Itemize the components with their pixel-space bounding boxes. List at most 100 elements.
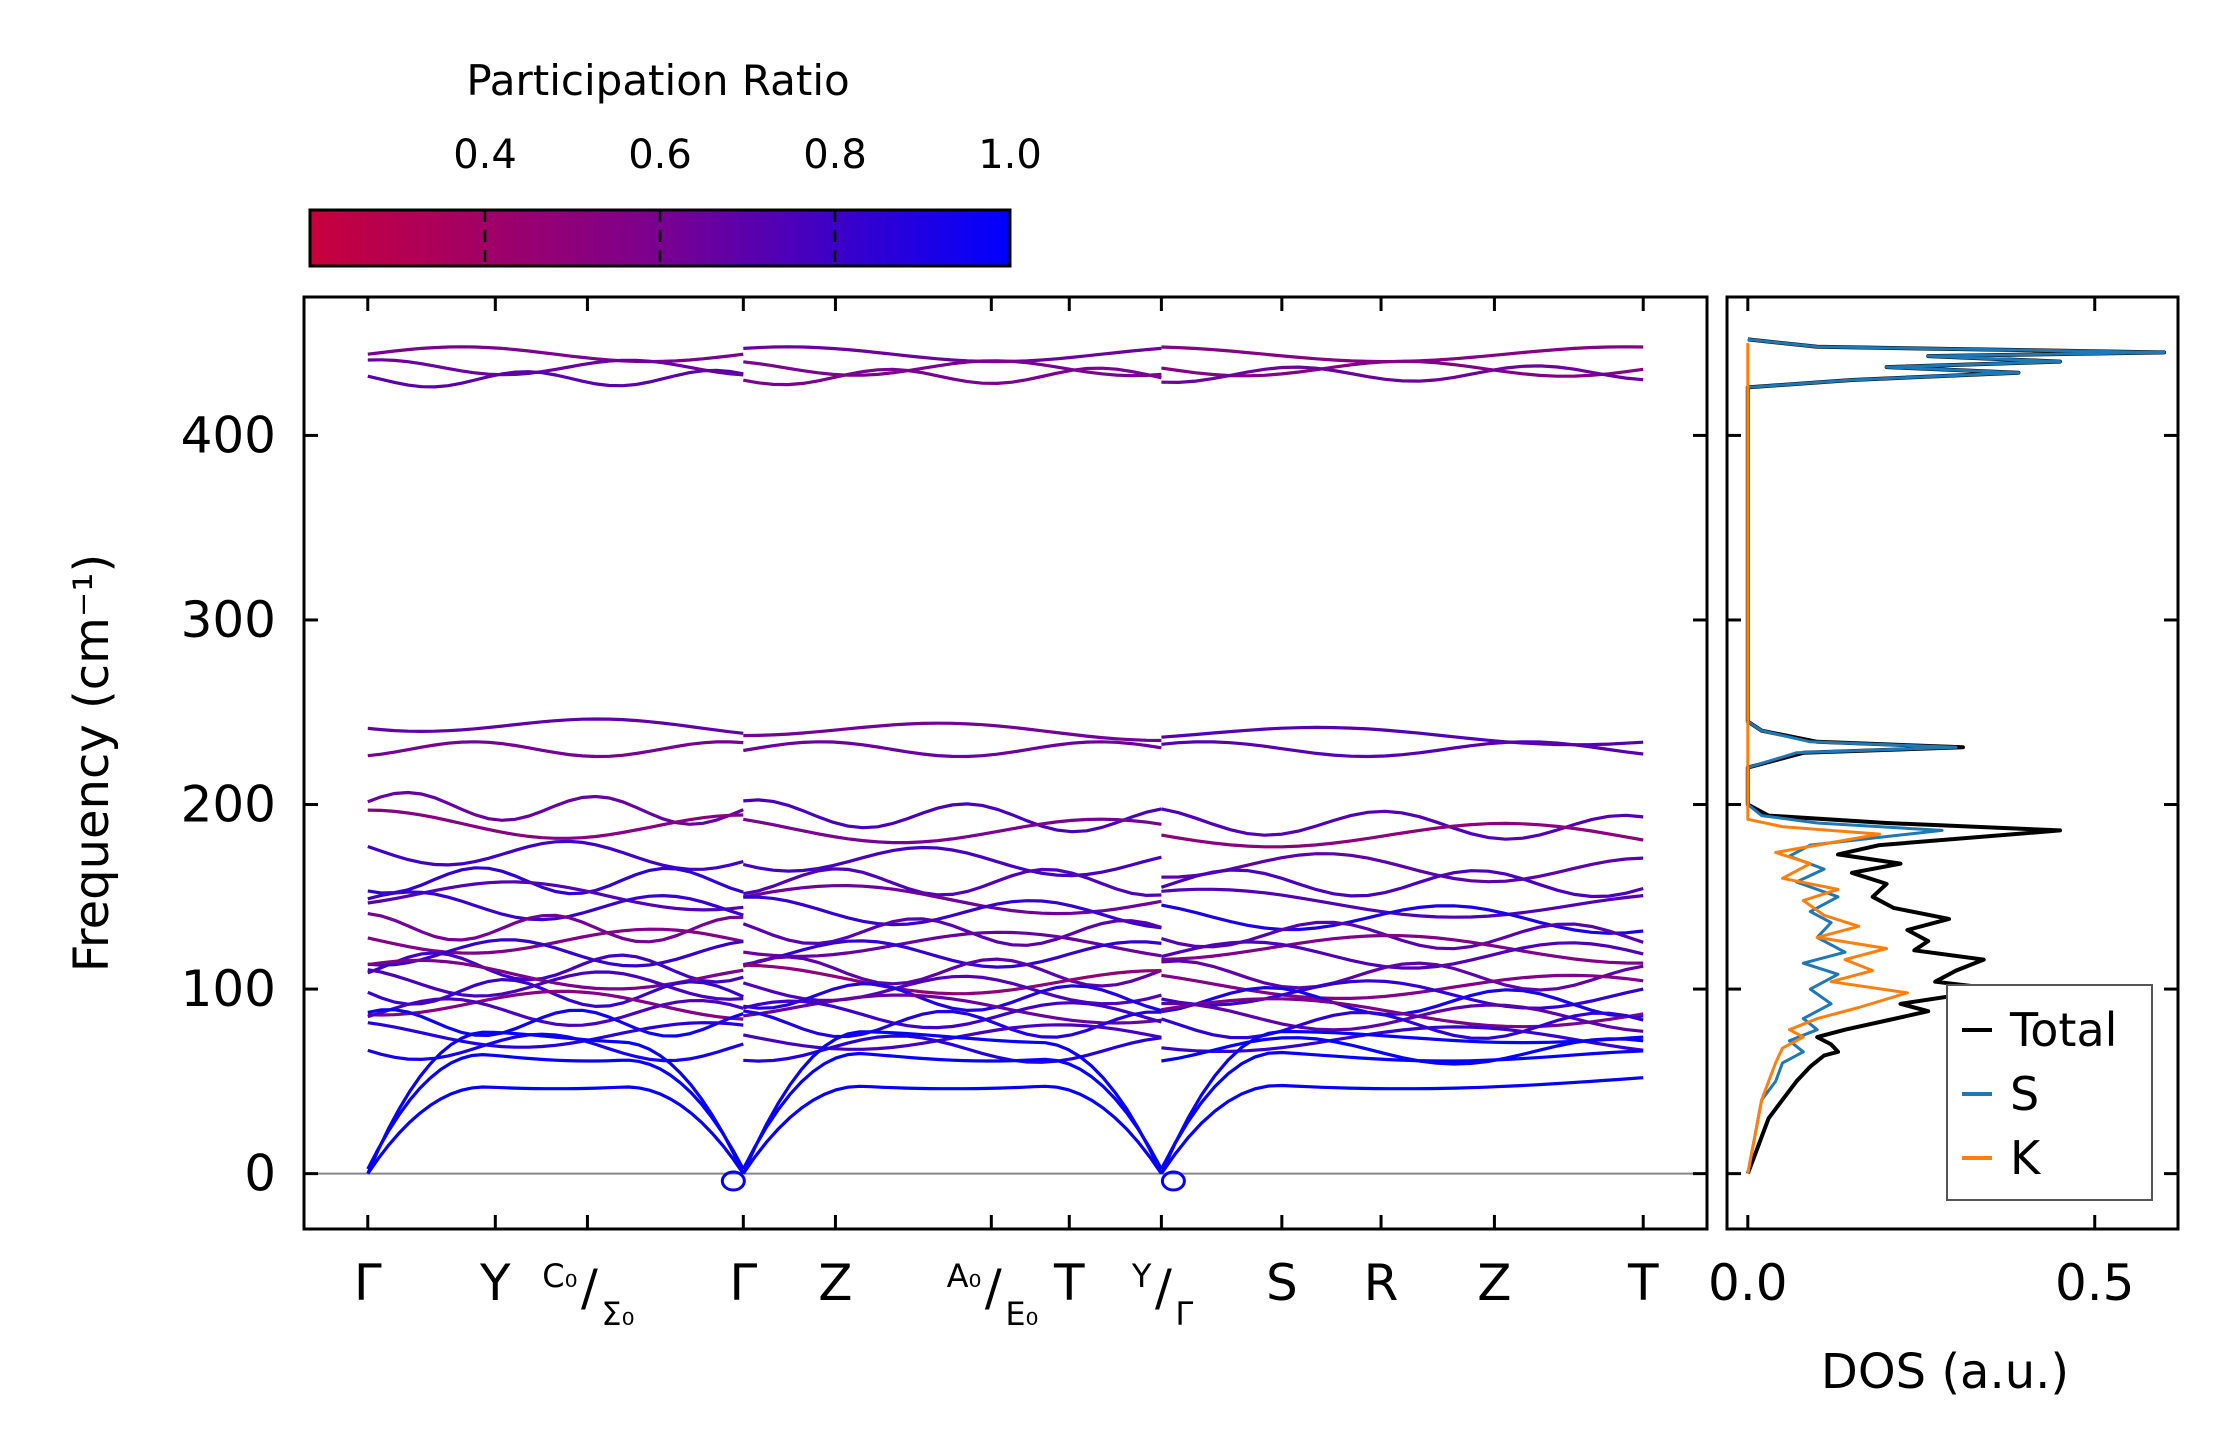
band-branch (367, 977, 744, 1009)
high-symmetry-label: S (1266, 1254, 1298, 1312)
band-branch (743, 939, 1162, 969)
band-branch (1161, 979, 1644, 1010)
colorbar-tick-label: 1.0 (978, 132, 1042, 178)
band-branch (367, 368, 744, 389)
band-branch (743, 345, 1162, 364)
band-branch (367, 997, 744, 1028)
band-branch (1161, 852, 1644, 884)
band-branch (1160, 868, 1644, 899)
high-symmetry-label-sup: C₀ (542, 1257, 577, 1295)
high-symmetry-label-slash: / (581, 1259, 598, 1317)
imaginary-mode-loop (720, 1170, 746, 1192)
dos-x-tick-label: 0.0 (1708, 1254, 1788, 1312)
acoustic-branch (1160, 1076, 1644, 1175)
acoustic-branch (1159, 1049, 1644, 1170)
high-symmetry-label: A₀ / E₀ (947, 1257, 1039, 1333)
high-symmetry-label-slash: / (1155, 1259, 1172, 1317)
high-symmetry-label: R (1364, 1254, 1399, 1312)
band-branch (367, 880, 744, 912)
band-branch (743, 1009, 1162, 1039)
band-branch (742, 845, 1162, 878)
band-branch (1161, 887, 1644, 919)
acoustic-branch (741, 1051, 1163, 1170)
band-lines (304, 345, 1707, 1192)
band-branch (1161, 359, 1644, 378)
acoustic-branch (366, 1030, 745, 1175)
high-symmetry-label: Y / Γ (1131, 1257, 1194, 1333)
band-branch (367, 345, 744, 364)
band-branch (743, 981, 1162, 1013)
high-symmetry-label: Z (818, 1254, 852, 1312)
high-symmetry-label-sup: A₀ (947, 1257, 982, 1295)
band-branch (1161, 821, 1644, 849)
band-branch (367, 717, 744, 735)
band-branch (1161, 903, 1644, 935)
band-branch (367, 1008, 744, 1038)
band-branch (1161, 959, 1644, 992)
high-symmetry-label-sub: Σ₀ (601, 1295, 634, 1333)
band-branch (367, 989, 744, 1021)
legend-label: S (2010, 1067, 2039, 1121)
dos-lines (1745, 337, 2167, 1175)
high-symmetry-label-sup: Y (1131, 1257, 1152, 1295)
band-plot-frame (302, 295, 1709, 1231)
y-tick-label: 300 (181, 591, 276, 649)
band-branch (743, 817, 1162, 845)
band-branch (1161, 345, 1644, 364)
band-branch (367, 866, 744, 896)
high-symmetry-label-sub: E₀ (1005, 1295, 1038, 1333)
band-branch (367, 938, 744, 968)
high-symmetry-label-slash: / (985, 1259, 1002, 1317)
band-branch (367, 790, 744, 826)
band-branch (1161, 940, 1644, 970)
legend-label: Total (2009, 1003, 2117, 1057)
band-branch (367, 358, 744, 377)
high-symmetry-label: T (1627, 1254, 1659, 1312)
high-symmetry-label: C₀ / Σ₀ (542, 1257, 634, 1333)
high-symmetry-label-sub: Γ (1175, 1295, 1193, 1333)
band-branch (367, 968, 744, 1001)
colorbar-tick-label: 0.8 (803, 132, 867, 178)
band-branch (742, 917, 1162, 947)
band-branch (1161, 973, 1644, 1001)
band-branch (743, 963, 1162, 996)
acoustic-branch (1159, 1029, 1644, 1175)
band-branch (742, 999, 1162, 1030)
band-branch (743, 359, 1162, 378)
band-branch (743, 1034, 1162, 1064)
band-branch (743, 883, 1162, 916)
dos-axes: 0.0 0.5 (1708, 297, 2178, 1312)
acoustic-branch (741, 1030, 1163, 1175)
dos-series-s (1746, 337, 2166, 1174)
dos-plot-frame (1725, 295, 2180, 1231)
acoustic-branch (741, 1084, 1163, 1175)
imaginary-mode-loop (1160, 1170, 1186, 1192)
band-branch (743, 366, 1162, 387)
y-tick-label: 200 (181, 776, 276, 834)
band-branch (367, 912, 744, 944)
band-branch (743, 895, 1162, 930)
band-branch (743, 798, 1162, 834)
y-tick-label: 400 (181, 406, 276, 464)
band-branch (742, 955, 1162, 988)
colorbar-tick-label: 0.6 (628, 132, 692, 178)
band-branch (743, 867, 1162, 898)
high-symmetry-label: Γ (354, 1254, 382, 1312)
band-branch (1160, 1010, 1644, 1040)
band-branch (1161, 807, 1644, 841)
legend: Total SK (1946, 984, 2153, 1201)
y-axis-label: Frequency (cm⁻¹) (64, 554, 120, 972)
band-branch (1161, 364, 1644, 385)
band-branch (1161, 740, 1644, 759)
legend-entries: Total SK (1962, 1003, 2117, 1185)
band-branch (367, 839, 744, 871)
colorbar: Participation Ratio 0.4 0.6 0.8 1.0 (308, 56, 1042, 268)
x-axis-label-dos: DOS (a.u.) (1821, 1344, 2069, 1400)
band-branch (367, 1032, 744, 1063)
band-branch (367, 808, 744, 840)
band-branch (743, 930, 1162, 958)
high-symmetry-label: Γ (729, 1254, 757, 1312)
band-branch (367, 951, 744, 984)
legend-label: K (2010, 1131, 2042, 1185)
